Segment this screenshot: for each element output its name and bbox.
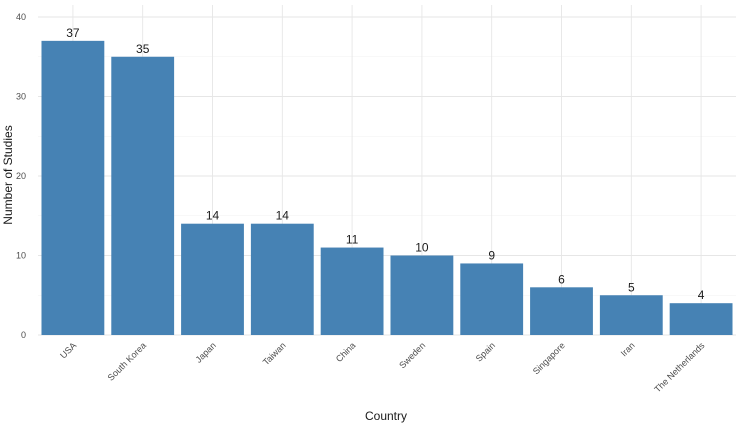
x-tick-label: Singapore xyxy=(531,340,567,376)
x-tick-label: Taiwan xyxy=(261,340,288,367)
data-labels-group: 37 35 14 14 11 10 9 6 5 4 xyxy=(66,26,705,302)
x-tick-label: Japan xyxy=(193,340,217,364)
x-tick-label: Iran xyxy=(619,340,637,358)
y-tick-label: 20 xyxy=(16,171,26,181)
y-axis-ticks: 0 10 20 30 40 xyxy=(16,12,26,340)
bar xyxy=(111,56,175,335)
bar xyxy=(460,263,524,335)
data-label: 5 xyxy=(628,280,635,294)
bars-group xyxy=(41,40,733,335)
y-tick-label: 30 xyxy=(16,92,26,102)
bar xyxy=(530,287,593,335)
x-tick-label: Sweden xyxy=(397,340,427,370)
data-label: 10 xyxy=(415,241,429,255)
bar xyxy=(669,303,733,335)
bar xyxy=(320,247,384,335)
data-label: 14 xyxy=(206,209,220,223)
x-tick-label: South Korea xyxy=(106,340,148,382)
data-label: 4 xyxy=(698,288,705,302)
x-tick-label: Spain xyxy=(474,340,497,363)
y-tick-label: 10 xyxy=(16,251,26,261)
bar xyxy=(599,295,663,335)
bar xyxy=(250,223,314,335)
y-tick-label: 40 xyxy=(16,12,26,22)
y-axis-title: Number of Studies xyxy=(1,125,15,224)
x-axis-title: Country xyxy=(365,409,407,423)
x-tick-label: China xyxy=(334,340,358,364)
x-tick-label: USA xyxy=(58,340,78,360)
data-label: 6 xyxy=(558,272,565,286)
data-label: 11 xyxy=(346,233,359,247)
y-tick-label: 0 xyxy=(21,330,26,340)
x-tick-label: The Netherlands xyxy=(652,340,706,394)
data-label: 37 xyxy=(66,26,80,40)
data-label: 14 xyxy=(276,209,290,223)
x-axis-ticks: USA South Korea Japan Taiwan China Sweden Spai… xyxy=(58,340,707,394)
data-label: 35 xyxy=(136,42,150,56)
bar xyxy=(390,255,454,335)
bar xyxy=(181,223,244,335)
data-label: 9 xyxy=(488,248,495,262)
bar xyxy=(41,40,105,335)
